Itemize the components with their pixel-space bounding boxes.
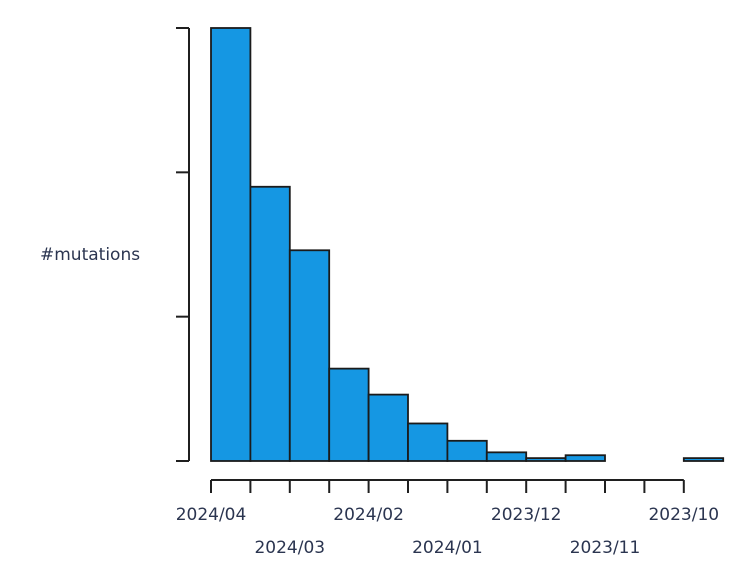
bar [367, 393, 409, 462]
x-tick-label: 2023/12 [491, 505, 562, 525]
bar [407, 422, 449, 462]
bar [288, 249, 331, 462]
bar [328, 367, 370, 462]
bar [210, 27, 252, 462]
bar [525, 457, 567, 462]
y-axis [176, 27, 190, 462]
x-tick-label: 2023/11 [570, 538, 641, 558]
x-tick-label: 2024/01 [412, 538, 483, 558]
x-tick-label: 2023/10 [648, 505, 719, 525]
bar [485, 451, 528, 462]
x-axis: 2024/04 2024/03 2024/02 2024/01 2023/12 2023/… [176, 479, 719, 558]
x-tick-label: 2024/02 [333, 505, 404, 525]
bar [682, 457, 725, 462]
bar [446, 439, 488, 462]
x-tick-label: 2024/03 [254, 538, 325, 558]
bar [249, 185, 291, 462]
bars-group [210, 27, 725, 462]
y-axis-label: #mutations [40, 245, 140, 265]
bar [564, 454, 606, 462]
x-tick-label: 2024/04 [176, 505, 247, 525]
